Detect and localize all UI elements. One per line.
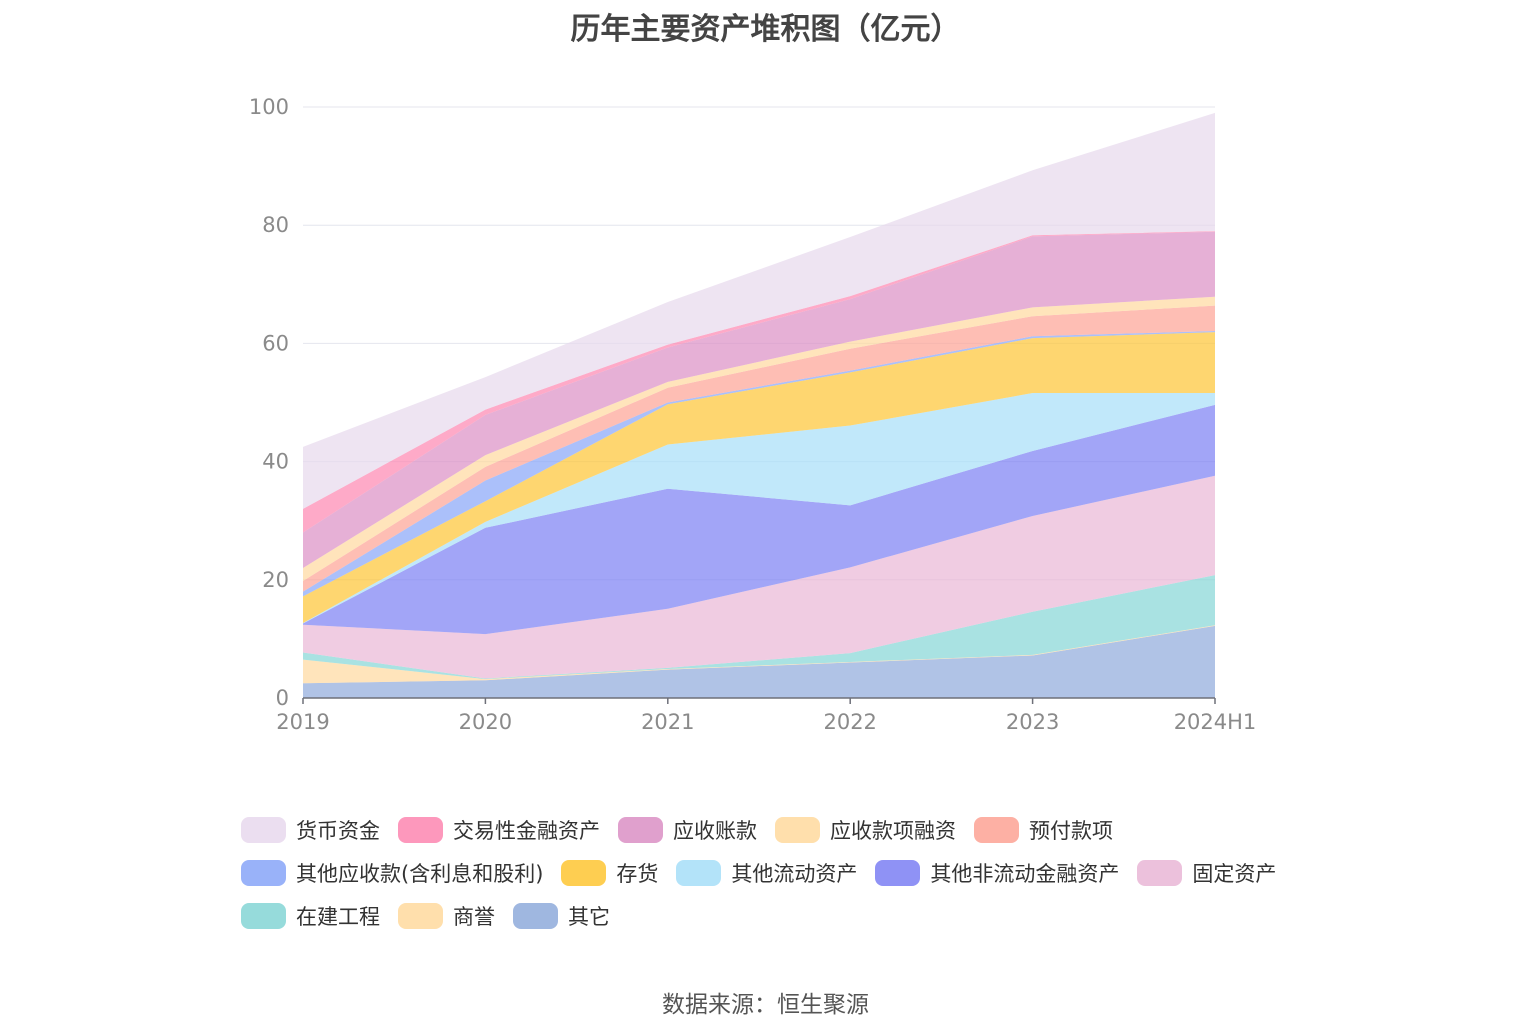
stacked-area-chart: 0 20 40 60 80 100 2019 2020 2021 2022 2023 2024H1 — [249, 95, 1256, 734]
legend-swatch — [561, 859, 607, 886]
area-series-0[interactable] — [303, 625, 1215, 698]
legend-item[interactable]: 存货 — [561, 858, 658, 888]
area-series-10[interactable] — [303, 231, 1215, 568]
legend-label: 其他应收款(含利息和股利) — [296, 861, 544, 886]
legend-swatch — [974, 816, 1019, 843]
axes: 0 20 40 60 80 100 2019 2020 2021 2022 2023 2024H1 — [249, 95, 1256, 734]
area-series-1[interactable] — [303, 625, 1215, 684]
legend-item[interactable]: 应收款项融资 — [775, 815, 956, 845]
legend-swatch — [241, 902, 286, 929]
legend-item[interactable]: 其他应收款(含利息和股利) — [241, 858, 543, 888]
area-series-12[interactable] — [303, 112, 1215, 509]
y-tick-label: 60 — [262, 331, 289, 355]
x-tick-label: 2024H1 — [1174, 710, 1257, 734]
x-tick-label: 2021 — [641, 710, 694, 734]
area-series-5[interactable] — [303, 393, 1215, 624]
x-tick-label: 2020 — [459, 710, 512, 734]
legend-row: 货币资金 交易性金融资产 应收账款 应收款项融资 预付款项 — [241, 808, 1321, 851]
legend-swatch — [241, 816, 286, 843]
y-tick-label: 100 — [249, 95, 289, 119]
legend-row: 在建工程 商誉 其它 — [241, 894, 1321, 937]
legend-swatch — [398, 902, 443, 929]
x-tick-label: 2019 — [276, 710, 329, 734]
legend-swatch — [1137, 859, 1183, 886]
legend-label: 存货 — [616, 861, 659, 886]
area-series-6[interactable] — [303, 332, 1215, 623]
legend-item[interactable]: 其他非流动金融资产 — [875, 858, 1119, 888]
legend-item[interactable]: 其它 — [513, 901, 610, 931]
legend-swatch — [618, 816, 663, 843]
legend-label: 预付款项 — [1029, 818, 1113, 843]
legend-label: 货币资金 — [296, 818, 380, 843]
y-tick-label: 0 — [276, 686, 289, 710]
chart-title: 历年主要资产堆积图（亿元） — [570, 12, 961, 47]
legend-swatch — [513, 902, 558, 929]
legend-swatch — [875, 859, 921, 886]
area-series-4[interactable] — [303, 404, 1215, 635]
y-tick-label: 40 — [262, 450, 289, 474]
legend-swatch — [241, 859, 286, 886]
y-tick-label: 20 — [262, 568, 289, 592]
x-tick-label: 2022 — [823, 710, 876, 734]
legend-label: 在建工程 — [296, 904, 380, 929]
legend-item[interactable]: 预付款项 — [974, 815, 1113, 845]
legend-swatch — [398, 816, 443, 843]
legend-swatch — [775, 816, 820, 843]
legend-swatch — [676, 859, 722, 886]
area-series-3[interactable] — [303, 475, 1215, 679]
legend-label: 商誉 — [453, 904, 495, 929]
legend-item[interactable]: 商誉 — [398, 901, 495, 931]
legend-item[interactable]: 货币资金 — [241, 815, 380, 845]
y-tick-label: 80 — [262, 213, 289, 237]
legend-item[interactable]: 交易性金融资产 — [398, 815, 600, 845]
legend-row: 其他应收款(含利息和股利) 存货 其他流动资产 其他非流动金融资产 固定资产 — [241, 851, 1321, 894]
legend-label: 其他流动资产 — [731, 861, 858, 886]
legend-label: 其他非流动金融资产 — [930, 861, 1120, 886]
data-source-note: 数据来源：恒生聚源 — [662, 992, 869, 1018]
legend-item[interactable]: 在建工程 — [241, 901, 380, 931]
area-series-2[interactable] — [303, 575, 1215, 680]
legend-label: 应收账款 — [673, 818, 757, 843]
legend-item[interactable]: 应收账款 — [618, 815, 757, 845]
legend-item[interactable]: 其他流动资产 — [676, 858, 857, 888]
legend-label: 其它 — [568, 904, 610, 929]
legend: 货币资金 交易性金融资产 应收账款 应收款项融资 预付款项其他应收款(含利息和股利) 存货… — [241, 808, 1321, 937]
area-series — [303, 112, 1215, 698]
legend-label: 固定资产 — [1192, 861, 1277, 886]
x-tick-label: 2023 — [1006, 710, 1059, 734]
legend-item[interactable]: 固定资产 — [1137, 858, 1276, 888]
legend-label: 交易性金融资产 — [453, 818, 600, 843]
legend-label: 应收款项融资 — [830, 818, 956, 843]
